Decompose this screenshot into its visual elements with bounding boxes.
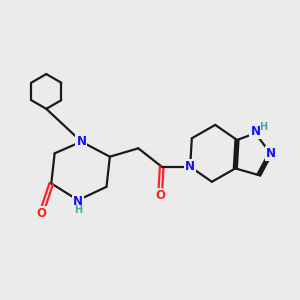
Text: N: N (266, 147, 275, 160)
Text: O: O (36, 207, 46, 220)
Text: N: N (73, 195, 83, 208)
Text: H: H (259, 122, 267, 132)
Text: N: N (250, 125, 260, 138)
Text: N: N (185, 160, 195, 173)
Text: N: N (76, 135, 86, 148)
Text: H: H (74, 205, 82, 214)
Text: O: O (155, 189, 165, 202)
